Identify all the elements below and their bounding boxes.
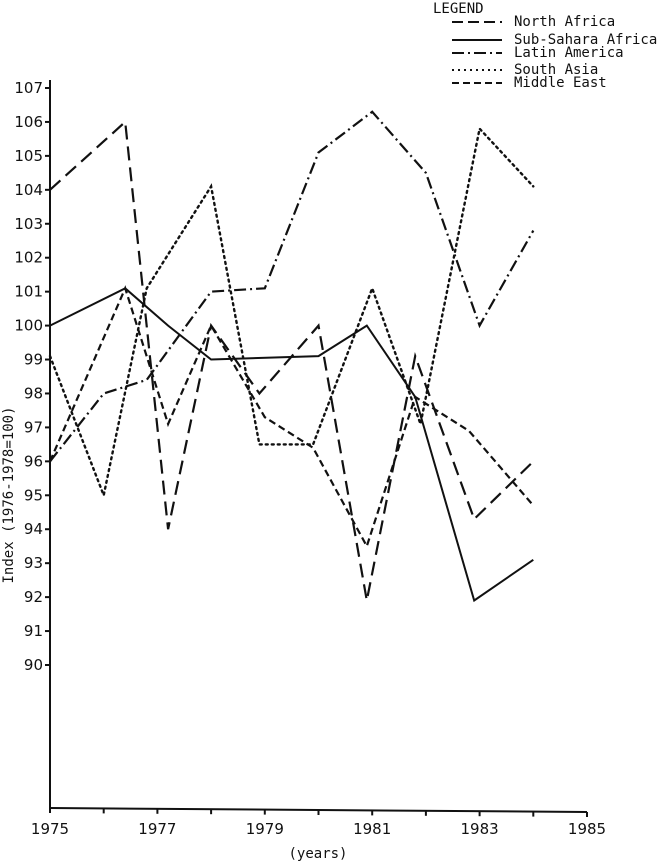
y-tick-label: 103 [14,215,43,233]
y-tick-label: 90 [24,656,43,674]
y-tick-label: 98 [24,384,43,402]
axes: 90 91 92 93 94 95 96 97 98 99 100 101 102 103 104 105 10… [14,79,606,838]
y-tick-label: 100 [14,317,43,335]
y-tick-label: 97 [24,418,43,436]
legend-title: LEGEND [433,1,484,17]
y-tick-label: 102 [14,249,43,267]
series-sub-sahara-africa [49,287,534,603]
x-tick-label: 1977 [138,820,176,838]
y-tick-label: 95 [24,486,43,504]
y-tick-label: 101 [14,283,43,301]
series-north-africa [49,119,535,601]
y-tick-label: 96 [24,452,43,470]
legend-label: North Africa [514,14,615,30]
y-tick-label: 93 [24,554,43,572]
y-tick-label: 94 [24,520,43,538]
y-tick-label: 107 [14,79,43,97]
legend-label: Sub-Sahara Africa [514,32,657,48]
y-tick-label: 92 [24,588,43,606]
legend: LEGEND North Africa Sub-Sahara AfricaLatin… [433,1,657,91]
x-tick-label: 1975 [31,820,69,838]
x-axis-title: (years) [288,846,347,862]
y-tick-label: 104 [14,181,43,199]
series-middle-east [48,285,535,549]
series-lines [48,110,535,603]
series-south-asia [48,126,535,500]
y-tick-label: 91 [24,622,43,640]
y-tick-label: 106 [14,113,43,131]
legend-label: South Asia [514,62,598,78]
x-tick-label: 1983 [461,820,499,838]
legend-label: Latin America [514,45,624,61]
series-latin-america [49,110,535,463]
legend-label: Middle East [514,75,607,91]
x-tick-label: 1985 [568,820,606,838]
x-tick-label: 1981 [353,820,391,838]
y-tick-label: 99 [24,351,43,369]
x-tick-label: 1979 [246,820,284,838]
y-tick-label: 105 [14,147,43,165]
y-axis-title: Index (1976-1978=100) [1,406,17,583]
